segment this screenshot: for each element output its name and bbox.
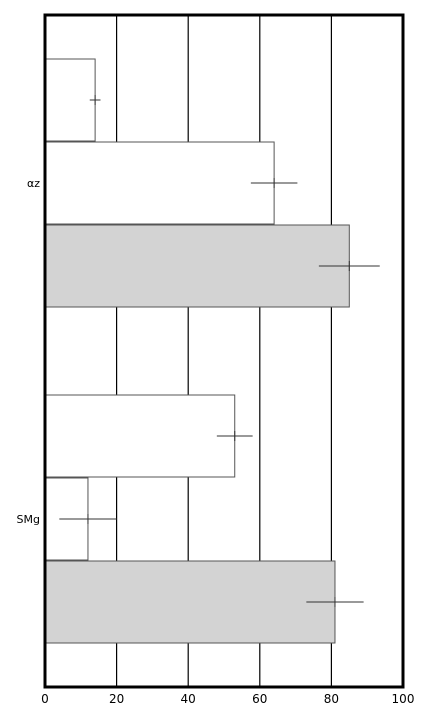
- bar: [44, 560, 336, 644]
- x-tick-label: 60: [252, 692, 267, 706]
- bar: [44, 58, 96, 142]
- x-tick-label: 0: [41, 692, 49, 706]
- error-bars: [59, 95, 380, 607]
- x-axis-ticks: 0 20 40 60 80 100: [41, 692, 414, 706]
- plot-frame: [43, 13, 405, 689]
- bar: [44, 394, 236, 478]
- x-tick-label: 80: [324, 692, 339, 706]
- category-label: SMg: [17, 513, 40, 526]
- category-labels: αz SMg: [17, 177, 41, 526]
- bars: [44, 58, 350, 644]
- category-label: αz: [27, 177, 40, 190]
- bar: [44, 141, 275, 225]
- x-tick-label: 40: [181, 692, 196, 706]
- bar: [44, 224, 350, 308]
- x-tick-label: 20: [109, 692, 124, 706]
- x-tick-label: 100: [392, 692, 415, 706]
